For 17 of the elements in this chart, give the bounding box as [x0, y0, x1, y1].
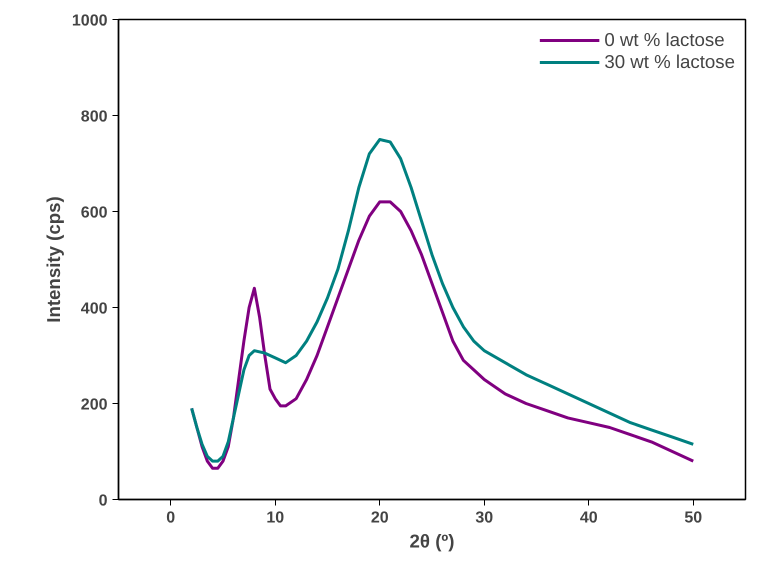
y-tick-label: 1000: [72, 12, 108, 30]
x-tick-label: 30: [475, 510, 494, 526]
y-tick-label: 600: [80, 204, 108, 222]
y-axis-title: Intensity (cps): [42, 196, 64, 323]
legend-label: 0 wt % lactose: [604, 29, 725, 51]
x-tick-label: 50: [684, 510, 702, 526]
line-series: [190, 138, 695, 463]
x-tick-label: 10: [266, 510, 284, 526]
y-tick-label: 200: [80, 396, 108, 414]
x-tick-label: 0: [166, 510, 176, 526]
x-tick-label: 20: [370, 510, 389, 526]
x-axis-title: 2θ (º): [410, 530, 454, 552]
y-tick-label: 400: [80, 300, 108, 318]
x-tick-label: 40: [580, 510, 598, 526]
legend-label: 30 wt % lactose: [604, 51, 735, 73]
y-tick-label: 800: [80, 108, 108, 126]
y-tick-label: 0: [98, 492, 108, 510]
